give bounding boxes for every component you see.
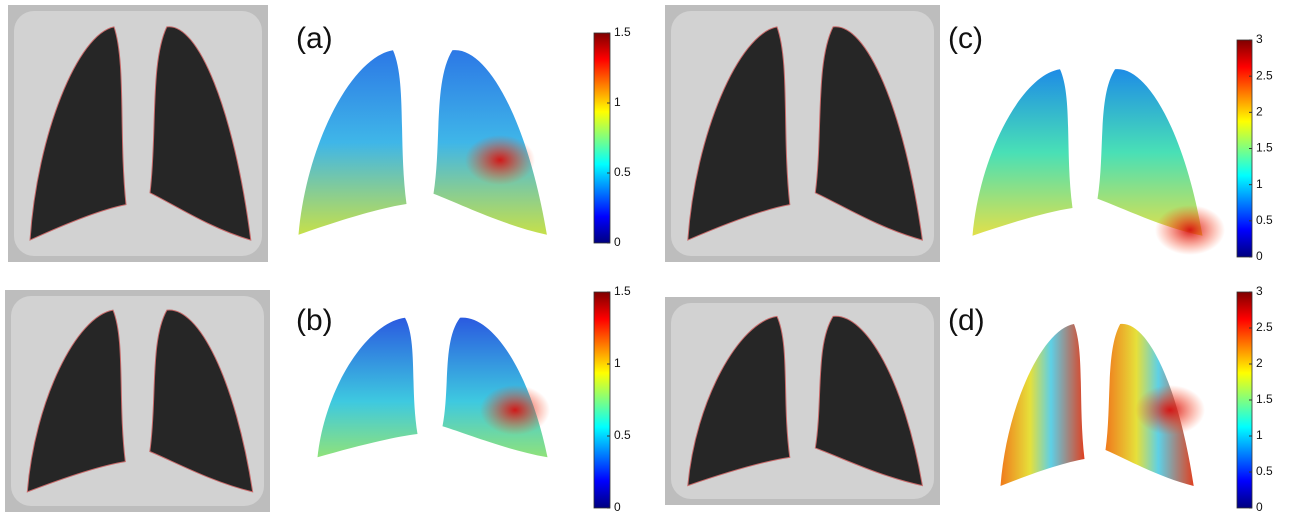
colorbar-tick-label: 1.5	[1256, 141, 1273, 155]
colorbar-tick-label: 2	[1256, 105, 1263, 119]
map-hotspot	[1155, 205, 1225, 255]
colorbar-tick-label: 0.5	[614, 165, 631, 179]
map-hotspot	[465, 135, 535, 185]
colorbar-tick-label: 1	[614, 356, 621, 370]
colorbar-tick-label: 0	[614, 235, 621, 249]
panel-label: (b)	[296, 304, 333, 337]
ventilation-map	[973, 69, 1073, 236]
colorbar-tick-label: 2.5	[1256, 320, 1273, 334]
map-hotspot	[1135, 385, 1205, 435]
panel-label: (d)	[948, 304, 985, 337]
colorbar	[594, 33, 610, 243]
colorbar-tick-label: 1	[1256, 428, 1263, 442]
colorbar-tick-label: 1.5	[1256, 392, 1273, 406]
colorbar-tick-label: 3	[1256, 32, 1263, 46]
colorbar-tick-label: 0.5	[1256, 213, 1273, 227]
ventilation-map	[299, 50, 407, 235]
colorbar-tick-label: 1	[1256, 177, 1263, 191]
colorbar	[594, 292, 610, 508]
panel-label: (a)	[296, 22, 333, 55]
colorbar-tick-label: 1.5	[614, 284, 631, 298]
colorbar-tick-label: 2	[1256, 356, 1263, 370]
colorbar-tick-label: 2.5	[1256, 68, 1273, 82]
map-hotspot	[480, 385, 550, 435]
ventilation-map	[1001, 324, 1085, 486]
colorbar-tick-label: 3	[1256, 284, 1263, 298]
colorbar-tick-label: 0	[1256, 249, 1263, 263]
colorbar-tick-label: 1	[614, 95, 621, 109]
ventilation-map	[318, 318, 418, 458]
ventilation-map	[443, 318, 548, 458]
figure: (a) 0 0.5 1 1.5 (b) 0 0.5 1 1.5 (c) 0 0.5 1 1.5 2 2.5 3 (d…	[0, 0, 1291, 517]
colorbar-tick-label: 1.5	[614, 25, 631, 39]
colorbar-tick-label: 0	[614, 500, 621, 514]
panel-label: (c)	[948, 22, 983, 55]
colorbar-tick-label: 0.5	[614, 428, 631, 442]
colorbar-tick-label: 0	[1256, 500, 1263, 514]
colorbar-tick-label: 0.5	[1256, 464, 1273, 478]
